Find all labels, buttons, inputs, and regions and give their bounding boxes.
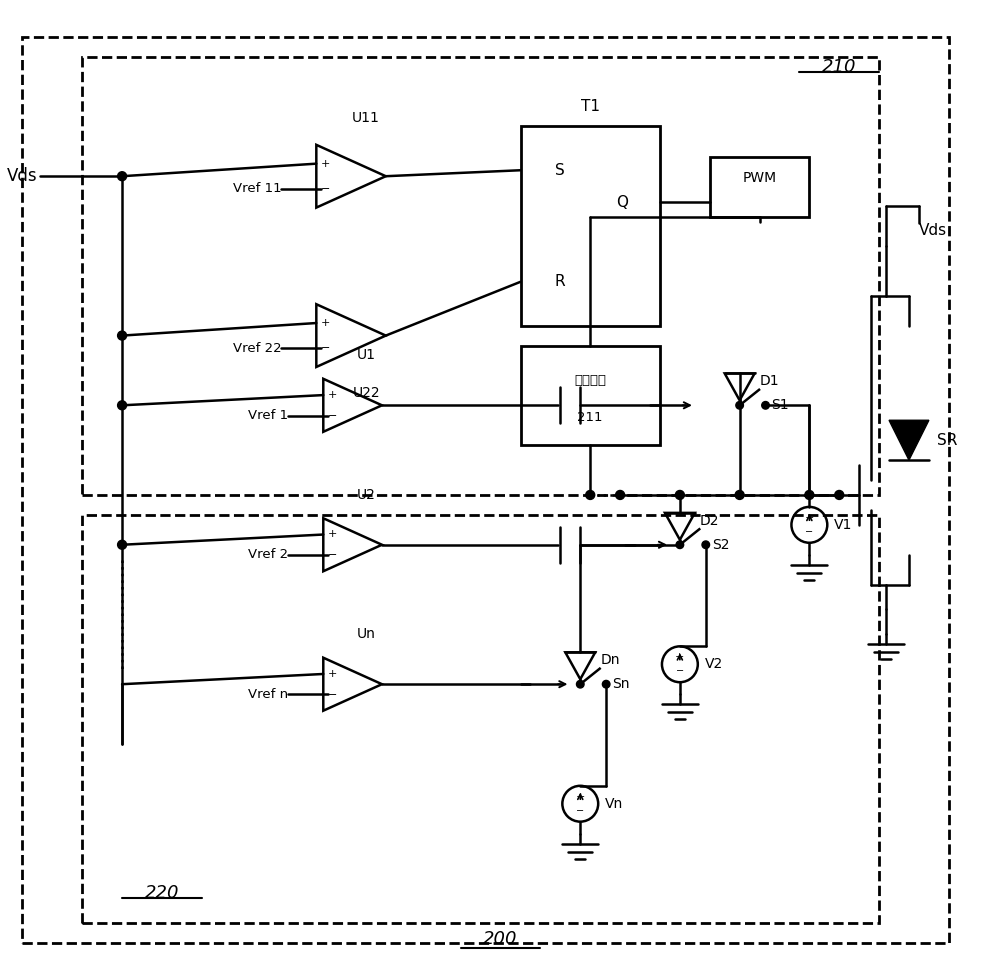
Circle shape <box>118 540 127 549</box>
Text: Un: Un <box>357 627 376 642</box>
Text: Vds: Vds <box>919 224 947 238</box>
Text: +: + <box>328 390 337 400</box>
Text: Sn: Sn <box>612 677 630 691</box>
Text: −: − <box>321 183 330 194</box>
Circle shape <box>675 490 684 500</box>
Text: −: − <box>805 527 813 537</box>
Text: +: + <box>576 792 585 802</box>
Text: 220: 220 <box>145 884 179 902</box>
Text: 200: 200 <box>483 930 518 949</box>
Text: S: S <box>555 163 564 178</box>
Text: D2: D2 <box>700 513 719 528</box>
Text: 211: 211 <box>577 411 603 424</box>
Text: U22: U22 <box>352 386 380 400</box>
Circle shape <box>805 490 814 500</box>
Text: −: − <box>676 666 684 676</box>
Text: V2: V2 <box>705 657 723 672</box>
Text: PWM: PWM <box>742 171 777 185</box>
Text: V1: V1 <box>834 518 853 532</box>
Text: Vref 22: Vref 22 <box>233 342 281 354</box>
Text: +: + <box>321 158 330 169</box>
Circle shape <box>676 541 684 548</box>
Text: −: − <box>328 550 337 561</box>
Text: +: + <box>675 652 685 662</box>
Text: D1: D1 <box>760 374 779 388</box>
Bar <box>710 157 809 217</box>
Circle shape <box>118 172 127 180</box>
Text: U2: U2 <box>357 488 376 502</box>
Circle shape <box>586 490 595 500</box>
Text: U11: U11 <box>352 111 380 125</box>
Circle shape <box>576 680 584 688</box>
Circle shape <box>118 400 127 410</box>
Text: −: − <box>321 344 330 353</box>
Text: Vref 2: Vref 2 <box>248 548 288 562</box>
Bar <box>521 126 660 325</box>
Text: R: R <box>554 274 565 290</box>
Text: 210: 210 <box>822 58 856 75</box>
Text: +: + <box>321 318 330 328</box>
Circle shape <box>735 490 744 500</box>
Text: U1: U1 <box>357 348 376 363</box>
Circle shape <box>616 490 625 500</box>
Text: +: + <box>328 669 337 678</box>
Text: Vn: Vn <box>605 797 623 811</box>
Text: −: − <box>328 411 337 421</box>
Circle shape <box>702 541 710 548</box>
Text: Vref 1: Vref 1 <box>248 409 288 422</box>
Text: Vref n: Vref n <box>248 688 288 701</box>
Bar <box>82 57 879 495</box>
Circle shape <box>835 490 844 500</box>
Text: Vref 11: Vref 11 <box>233 182 281 195</box>
Text: −: − <box>576 806 584 815</box>
Text: Dn: Dn <box>600 653 620 667</box>
Text: 驱动电路: 驱动电路 <box>574 373 606 387</box>
Bar <box>521 345 660 445</box>
Text: Vds: Vds <box>7 167 37 185</box>
Text: +: + <box>328 529 337 539</box>
Circle shape <box>736 401 743 409</box>
Text: T1: T1 <box>581 99 600 115</box>
Bar <box>82 515 879 924</box>
Text: −: − <box>328 690 337 700</box>
Text: SR: SR <box>937 432 957 448</box>
Text: S2: S2 <box>712 538 729 552</box>
Circle shape <box>602 680 610 688</box>
Circle shape <box>118 331 127 340</box>
Text: +: + <box>805 513 814 523</box>
Text: S1: S1 <box>772 399 789 412</box>
Circle shape <box>762 401 769 409</box>
Polygon shape <box>889 420 929 460</box>
Text: Q: Q <box>616 195 628 209</box>
